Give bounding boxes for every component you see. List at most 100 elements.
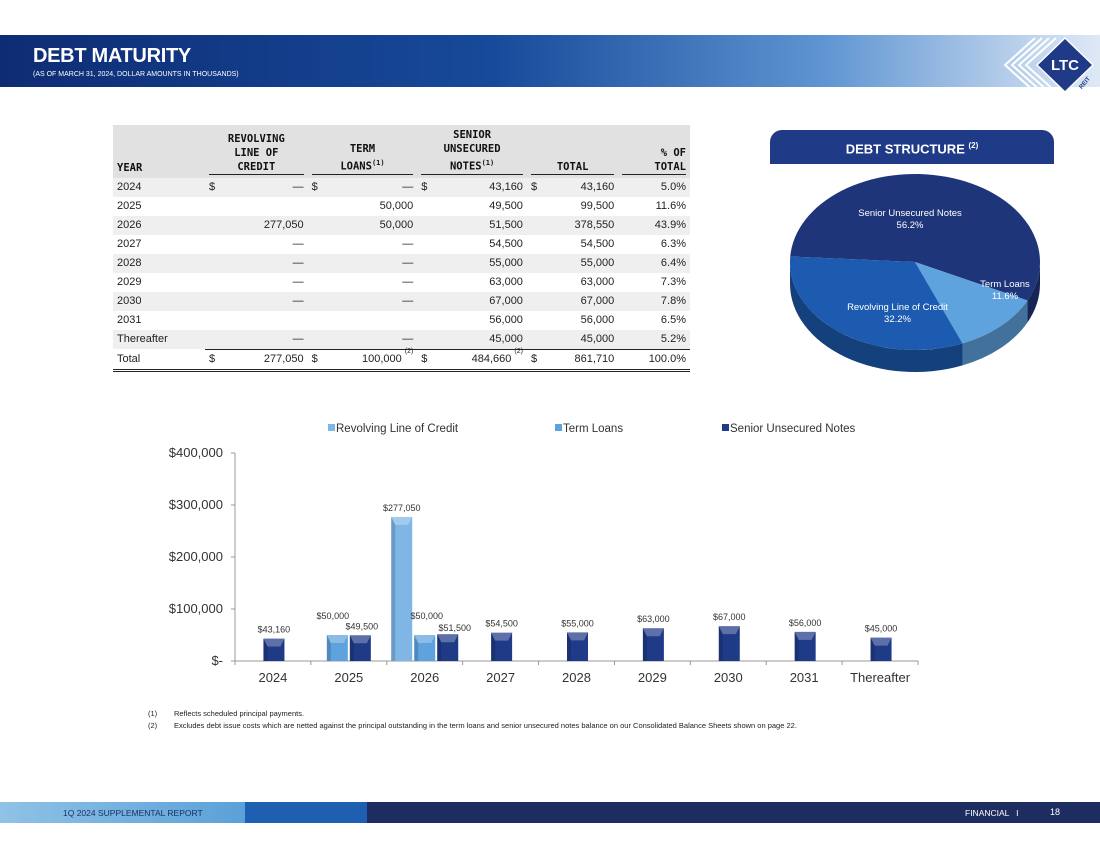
year-cell: 2028 [113, 253, 205, 273]
col-header-pct-total: % OF TOTAL [618, 125, 690, 178]
table-row: 2031 56,000 56,000 6.5% [113, 310, 690, 330]
y-tick-label: $100,000 [169, 601, 223, 616]
revolving-cell: — [205, 234, 308, 254]
term-loans-cell [307, 310, 418, 330]
bar-data-label: $55,000 [561, 618, 594, 628]
term-loans-cell: $ — [307, 177, 418, 197]
pct-cell: 100.0% [618, 348, 690, 372]
legend-label: Senior Unsecured Notes [730, 423, 856, 435]
total-cell: 378,550 [526, 215, 619, 235]
senior-notes-cell: 45,000 [417, 329, 527, 349]
table-row: Thereafter — —45,000 45,000 5.2% [113, 329, 690, 349]
footer-section: FINANCIAL I [965, 808, 1019, 818]
page-number: 18 [1050, 807, 1061, 817]
bar-senior-unsecured-notes [349, 635, 371, 661]
term-loans-cell: 50,000 [307, 215, 418, 235]
pct-cell: 5.0% [618, 177, 690, 197]
col-header-term-loans: TERM LOANS(1) [307, 125, 418, 178]
legend-swatch [328, 424, 335, 431]
x-tick-label: 2031 [790, 670, 819, 685]
bar-data-label: $67,000 [713, 612, 746, 622]
bar-data-label: $277,050 [383, 503, 421, 513]
bar-revolving-line-of-credit [391, 516, 413, 661]
page-subtitle: (AS OF MARCH 31, 2024, DOLLAR AMOUNTS IN… [33, 71, 239, 78]
bar-senior-unsecured-notes [794, 631, 816, 661]
revolving-cell: 277,050 [205, 215, 308, 235]
debt-maturity-table: YEAR REVOLVING LINE OF CREDIT TERM LOANS(1)… [113, 125, 690, 372]
term-loans-cell: 50,000 [307, 196, 418, 216]
total-cell: 63,000 [526, 272, 619, 292]
year-cell: 2027 [113, 234, 205, 254]
year-cell: 2025 [113, 196, 205, 216]
senior-notes-cell: $484,660 (2) [417, 348, 527, 372]
senior-notes-cell: 67,000 [417, 291, 527, 311]
table-row: 2028— —55,000 55,000 6.4% [113, 253, 690, 273]
table-row: 2026 277,050 50,000 51,500 378,550 43.9% [113, 215, 690, 235]
senior-notes-cell: 63,000 [417, 272, 527, 292]
revolving-cell: — [205, 329, 308, 349]
pie-side-wall [1027, 262, 1040, 323]
pie-slice-term-loans [915, 262, 1028, 344]
pie-side-wall [790, 262, 963, 372]
footer-accent-light [0, 802, 245, 823]
col-header-revolving: REVOLVING LINE OF CREDIT [205, 125, 308, 178]
year-cell: 2024 [113, 177, 205, 197]
pie-title-bar [770, 130, 1054, 164]
col-header-year: YEAR [113, 125, 205, 178]
bar-term-loans [326, 635, 348, 661]
pie-slice-revolving-line-of-credit [790, 256, 963, 350]
pie-label-revolving: Revolving Line of Credit 32.2% [847, 302, 948, 325]
year-cell: 2031 [113, 310, 205, 330]
bar-senior-unsecured-notes [263, 638, 285, 661]
debt-structure-pie [790, 174, 1040, 372]
bar-term-loans [414, 635, 436, 661]
table-header-row: YEAR REVOLVING LINE OF CREDIT TERM LOANS(1)… [113, 125, 690, 178]
senior-notes-cell: 49,500 [417, 196, 527, 216]
senior-notes-cell: 55,000 [417, 253, 527, 273]
year-cell: 2030 [113, 291, 205, 311]
x-tick-label: 2025 [334, 670, 363, 685]
total-cell: 99,500 [526, 196, 619, 216]
debt-maturity-bar-chart: $- $100,000 $200,000 $300,000 $400,000 2024 20… [169, 423, 919, 685]
bar-data-label: $56,000 [789, 618, 822, 628]
footnote-1: (1) Reflects scheduled principal payments… [148, 709, 305, 718]
legend-label: Term Loans [563, 423, 623, 435]
year-cell: 2026 [113, 215, 205, 235]
bar-senior-unsecured-notes [870, 637, 892, 661]
pct-cell: 6.3% [618, 234, 690, 254]
term-loans-cell: — [307, 253, 418, 273]
senior-notes-cell: 54,500 [417, 234, 527, 254]
term-loans-cell: — [307, 272, 418, 292]
pct-cell: 11.6% [618, 196, 690, 216]
pie-title: DEBT STRUCTURE (2) [845, 141, 979, 157]
pie-label-term: Term Loans 11.6% [980, 279, 1030, 302]
legend-label: Revolving Line of Credit [336, 423, 459, 435]
table-total-row: Total $277,050 $100,000 (2) $484,660 (2) $861,… [113, 348, 690, 372]
bar-senior-unsecured-notes [642, 628, 664, 661]
header-band [0, 35, 1100, 87]
ltc-logo: LTC REIT [1003, 36, 1095, 94]
bar-senior-unsecured-notes [567, 632, 588, 661]
table-row: 2029— —63,000 63,000 7.3% [113, 272, 690, 292]
pct-cell: 43.9% [618, 215, 690, 235]
total-cell: $861,710 [526, 348, 619, 372]
senior-notes-cell: $43,160 [417, 177, 527, 197]
table-body: 2024 $ — $ — $43,160 $43,160 5.0% 2025 50,000 49,5… [113, 177, 690, 372]
year-cell: Thereafter [113, 329, 205, 349]
total-cell: 67,000 [526, 291, 619, 311]
y-tick-label: $300,000 [169, 497, 223, 512]
total-cell: 54,500 [526, 234, 619, 254]
footer-accent-mid [245, 802, 367, 823]
senior-notes-cell: 56,000 [417, 310, 527, 330]
total-cell: $43,160 [526, 177, 619, 197]
term-loans-cell: — [307, 234, 418, 254]
logo-subtext: REIT [1079, 76, 1093, 91]
revolving-cell: — [205, 253, 308, 273]
bar-data-label: $45,000 [865, 624, 898, 634]
footer-report-name: 1Q 2024 SUPPLEMENTAL REPORT [63, 808, 203, 818]
pie-label-senior: Senior Unsecured Notes 56.2% [858, 208, 962, 231]
pct-cell: 7.3% [618, 272, 690, 292]
x-tick-label: 2026 [410, 670, 439, 685]
year-cell: Total [113, 349, 205, 372]
year-cell: 2029 [113, 272, 205, 292]
